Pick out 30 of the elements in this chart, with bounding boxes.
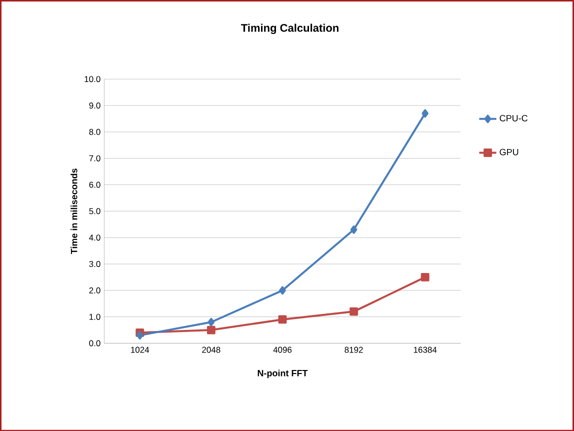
- x-tick-label: 1024: [131, 346, 150, 353]
- point: [206, 326, 216, 334]
- y-tick-label: 9.0: [89, 102, 100, 108]
- y-tick-label: 5.0: [89, 208, 100, 214]
- y-tick-label: 1.0: [89, 314, 100, 320]
- point: [422, 109, 429, 118]
- x-tick-label: 2048: [202, 346, 220, 353]
- y-tick-label: 7.0: [89, 155, 100, 162]
- point: [420, 272, 430, 282]
- point: [208, 318, 215, 326]
- x-tick-label: 4096: [273, 346, 292, 353]
- point: [350, 225, 358, 234]
- y-tick-label: 8.0: [89, 128, 100, 135]
- y-tick-label: 0.0: [89, 340, 100, 346]
- x-tick-label: 8192: [344, 346, 363, 353]
- y-tick-label: 6.0: [89, 182, 100, 188]
- point: [350, 307, 358, 316]
- legend-label: CPU-C: [500, 114, 528, 122]
- chart-title: Timing Calculation: [241, 24, 338, 34]
- y-tick-label: 4.0: [89, 234, 100, 240]
- y-tick-label: 2.0: [89, 287, 100, 294]
- point: [136, 330, 144, 340]
- point: [279, 286, 286, 294]
- y-tick-label: 3.0: [89, 260, 100, 267]
- x-tick-label: 16384: [414, 346, 437, 353]
- x-axis-title: N-point FFT: [258, 370, 308, 378]
- legend-label: GPU: [500, 148, 518, 156]
- y-tick-label: 10.0: [84, 76, 100, 82]
- point: [278, 315, 287, 324]
- y-axis-title: Time in miliseconds: [70, 168, 78, 254]
